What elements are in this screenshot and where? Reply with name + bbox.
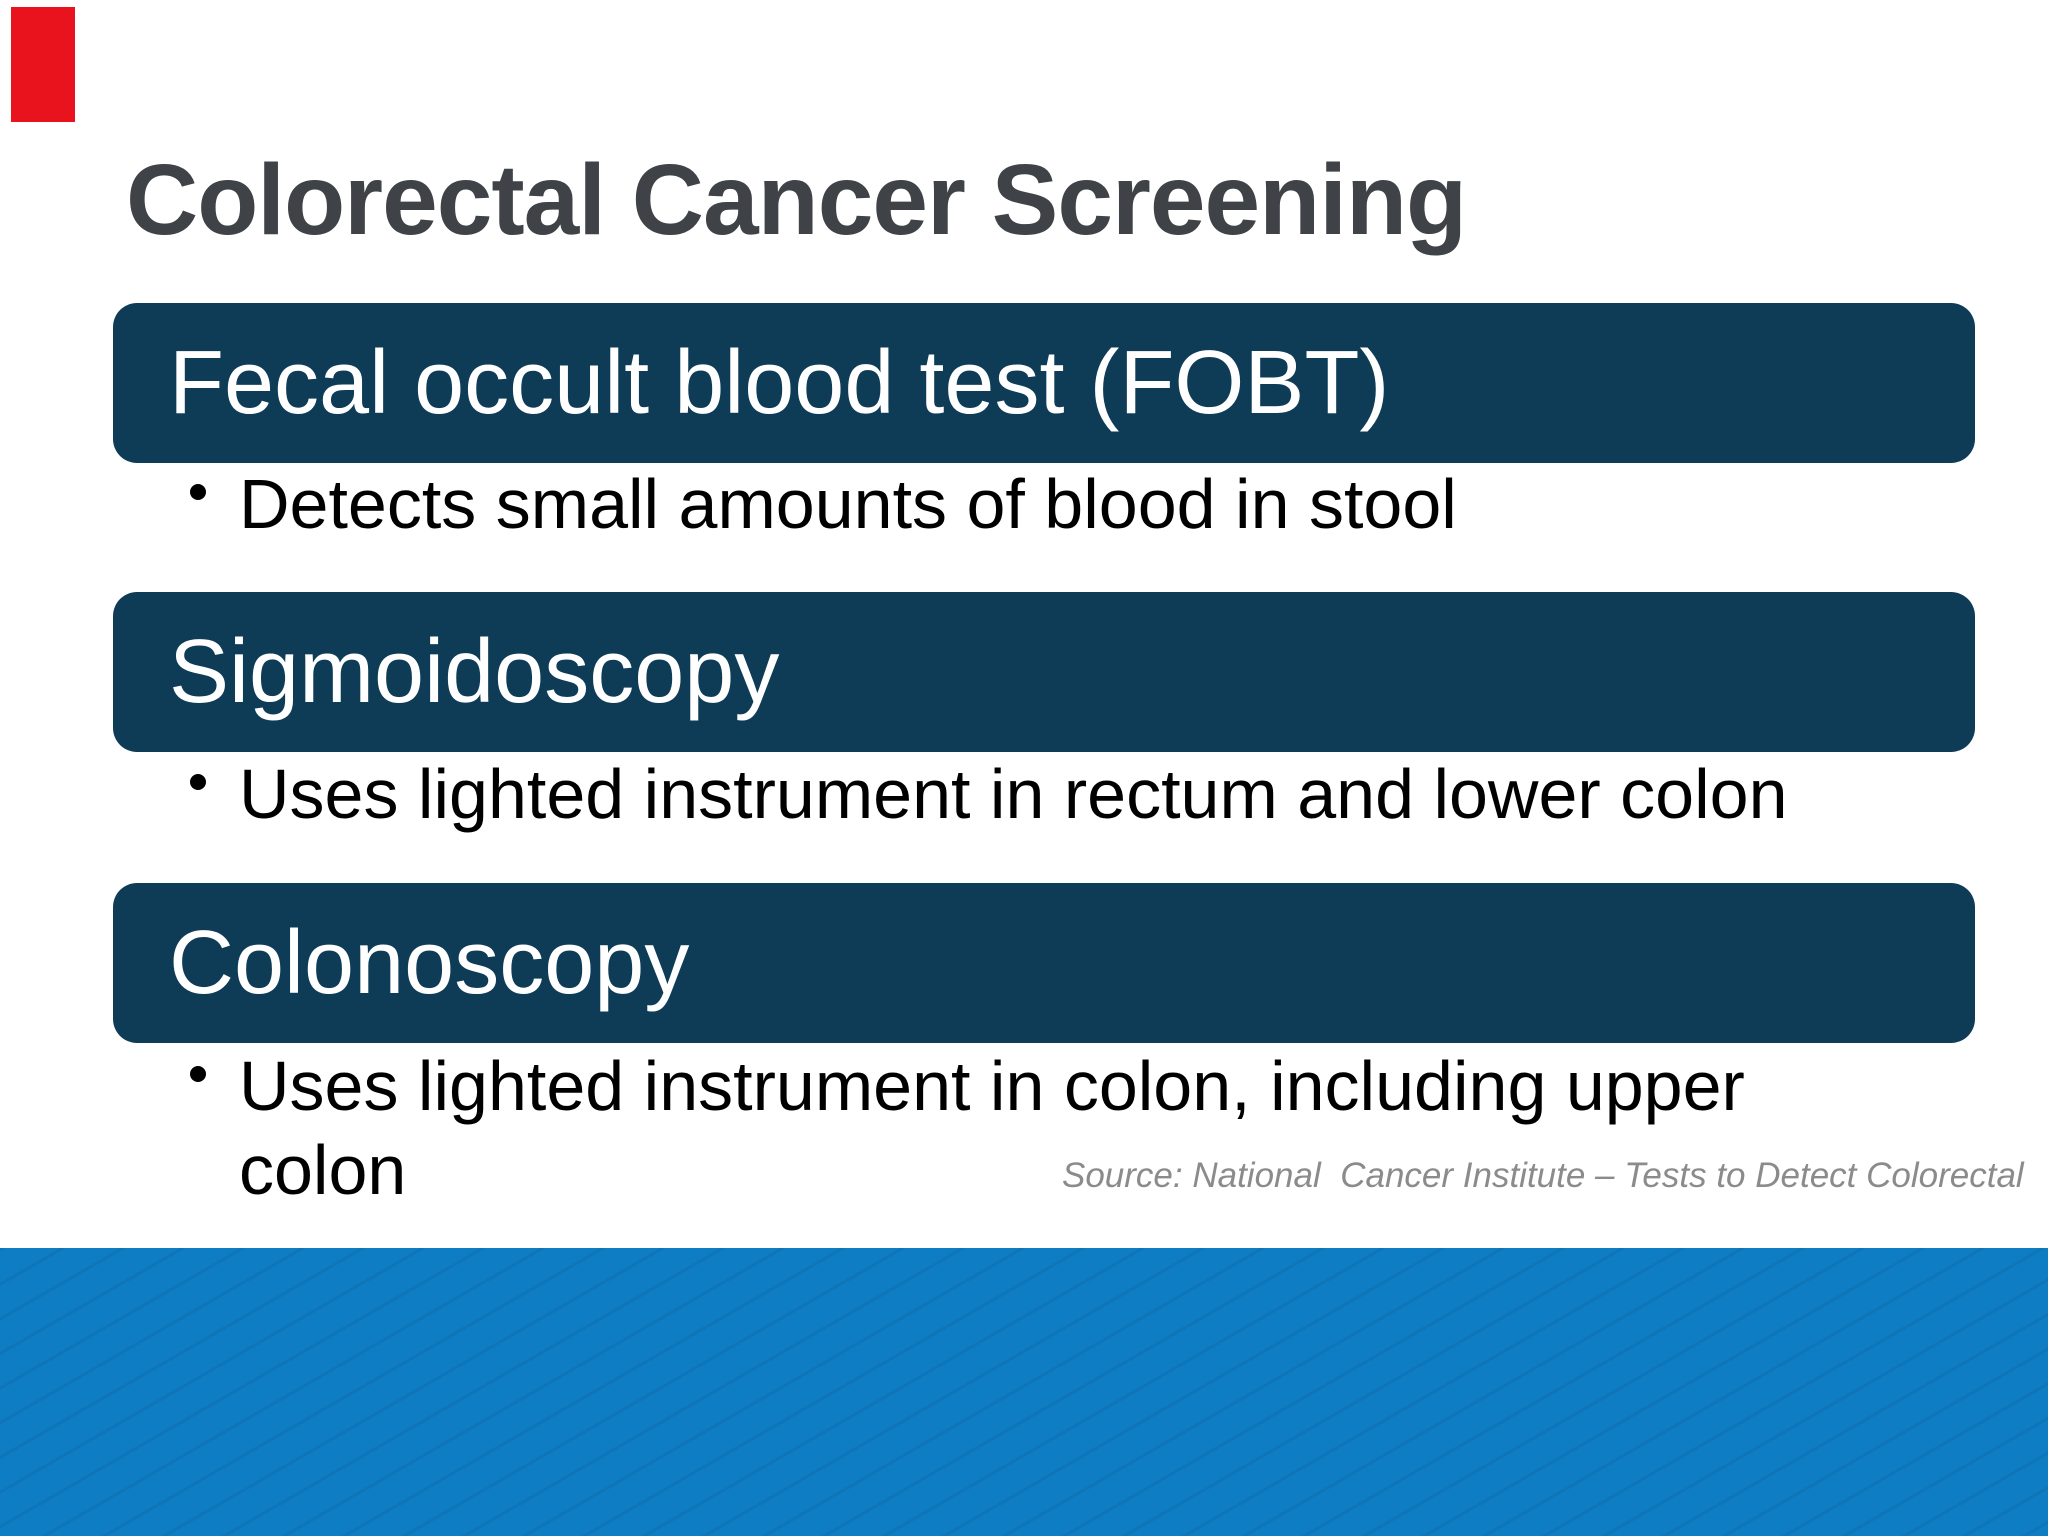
section-header-label: Sigmoidoscopy <box>169 621 780 722</box>
bullet-item: Uses lighted instrument in rectum and lo… <box>0 752 1788 836</box>
bullet-text: Detects small amounts of blood in stool <box>239 465 1457 543</box>
bullet-icon <box>190 774 206 790</box>
source-citation-line1: Source: National Cancer Institute – Test… <box>1062 1156 2024 1195</box>
recording-marker <box>11 7 75 122</box>
section-header-sigmoidoscopy: Sigmoidoscopy <box>113 592 1975 752</box>
bullet-item: Uses lighted instrument in colon, includ… <box>0 1044 1799 1212</box>
bullet-text: Uses lighted instrument in rectum and lo… <box>239 755 1788 833</box>
section-header-fobt: Fecal occult blood test (FOBT) <box>113 303 1975 463</box>
page-title: Colorectal Cancer Screening <box>126 144 1467 256</box>
bullet-icon <box>190 484 206 500</box>
section-header-label: Colonoscopy <box>169 912 690 1013</box>
bullet-text: Uses lighted instrument in colon, includ… <box>239 1047 1745 1209</box>
bullet-icon <box>190 1066 206 1082</box>
footer-band: THE GEORGE WASHINGTON UNIVERSITY WASHING… <box>0 1248 2048 1536</box>
section-header-colonoscopy: Colonoscopy <box>113 883 1975 1043</box>
section-header-label: Fecal occult blood test (FOBT) <box>169 332 1390 433</box>
bullet-item: Detects small amounts of blood in stool <box>0 462 1457 546</box>
